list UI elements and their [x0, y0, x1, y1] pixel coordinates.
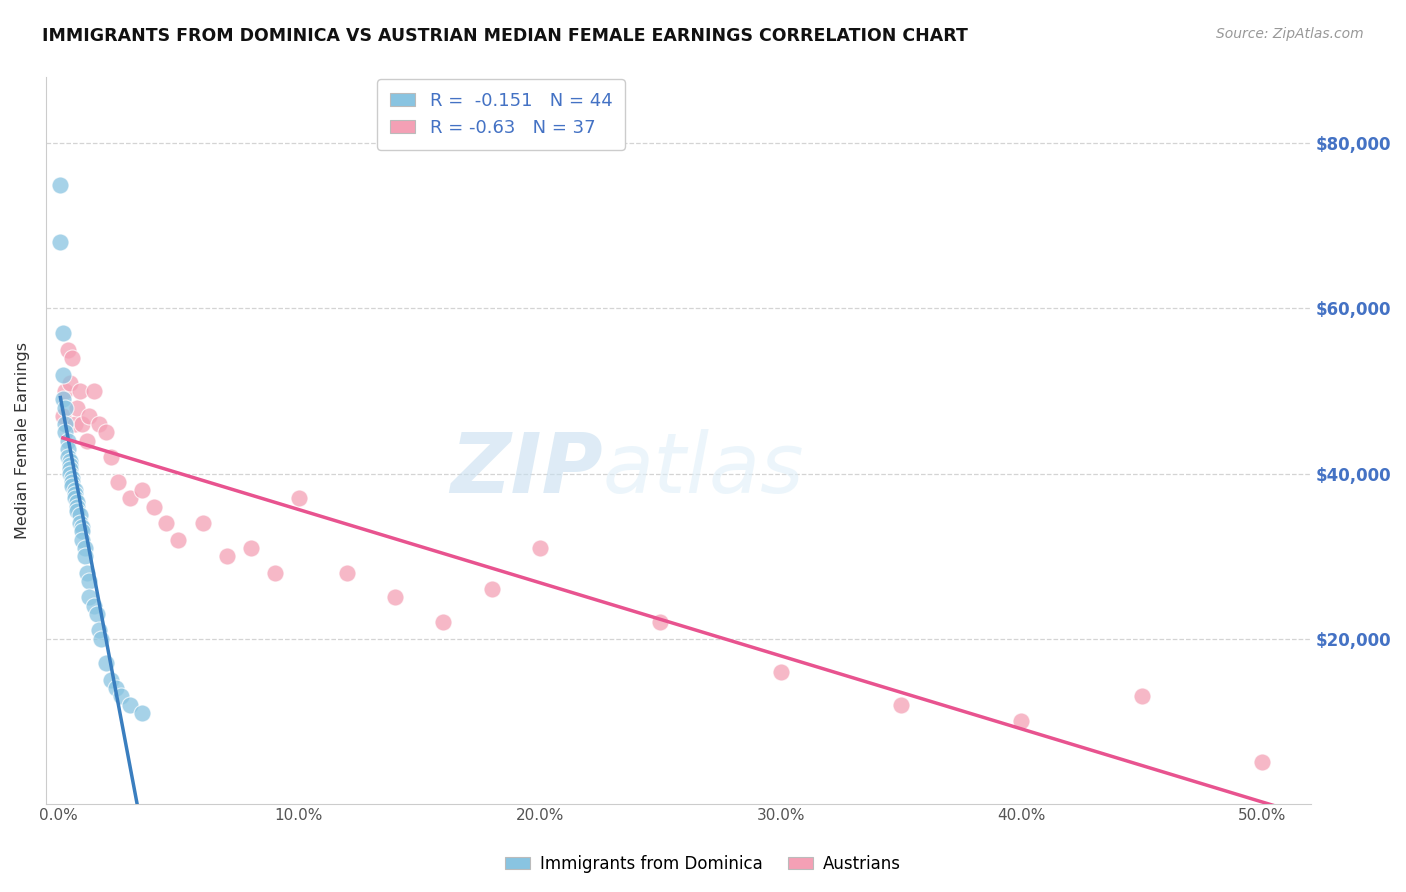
Point — [650, 615, 672, 629]
Point — [59, 376, 82, 390]
Point — [59, 458, 82, 473]
Point — [56, 442, 79, 456]
Point — [56, 450, 79, 464]
Text: Source: ZipAtlas.com: Source: ZipAtlas.com — [1216, 27, 1364, 41]
Point — [70, 524, 93, 539]
Point — [96, 425, 118, 440]
Point — [63, 417, 86, 431]
Point — [120, 491, 142, 506]
Point — [131, 483, 153, 497]
Point — [90, 632, 112, 646]
Point — [62, 479, 84, 493]
Point — [70, 417, 93, 431]
Point — [336, 566, 359, 580]
Point — [384, 591, 406, 605]
Point — [86, 607, 108, 621]
Point — [155, 516, 177, 530]
Point — [62, 470, 84, 484]
Point — [73, 549, 96, 563]
Point — [239, 541, 262, 555]
Point — [107, 475, 129, 489]
Point — [49, 178, 72, 192]
Point — [53, 384, 76, 398]
Point — [100, 673, 122, 687]
Legend: Immigrants from Dominica, Austrians: Immigrants from Dominica, Austrians — [499, 848, 907, 880]
Point — [66, 500, 89, 514]
Point — [66, 401, 89, 415]
Point — [87, 417, 110, 431]
Point — [73, 541, 96, 555]
Point — [79, 409, 101, 423]
Point — [1011, 714, 1033, 728]
Point — [432, 615, 454, 629]
Point — [53, 417, 76, 431]
Point — [52, 368, 75, 382]
Point — [52, 392, 75, 407]
Point — [83, 599, 105, 613]
Point — [52, 326, 75, 341]
Legend: R =  -0.151   N = 44, R = -0.63   N = 37: R = -0.151 N = 44, R = -0.63 N = 37 — [377, 79, 626, 150]
Point — [529, 541, 551, 555]
Point — [66, 495, 89, 509]
Point — [59, 467, 82, 481]
Point — [79, 591, 101, 605]
Point — [481, 582, 503, 596]
Point — [120, 698, 142, 712]
Point — [288, 491, 311, 506]
Point — [69, 508, 91, 522]
Point — [49, 235, 72, 250]
Point — [890, 698, 912, 712]
Point — [100, 450, 122, 464]
Point — [143, 500, 166, 514]
Y-axis label: Median Female Earnings: Median Female Earnings — [15, 342, 30, 539]
Point — [63, 491, 86, 506]
Point — [59, 462, 82, 476]
Point — [83, 384, 105, 398]
Point — [104, 681, 127, 695]
Point — [52, 409, 75, 423]
Point — [62, 475, 84, 489]
Point — [62, 351, 84, 365]
Point — [76, 566, 98, 580]
Text: atlas: atlas — [602, 429, 804, 510]
Point — [87, 624, 110, 638]
Text: IMMIGRANTS FROM DOMINICA VS AUSTRIAN MEDIAN FEMALE EARNINGS CORRELATION CHART: IMMIGRANTS FROM DOMINICA VS AUSTRIAN MED… — [42, 27, 969, 45]
Point — [769, 665, 792, 679]
Point — [1130, 690, 1153, 704]
Point — [70, 533, 93, 547]
Point — [263, 566, 285, 580]
Point — [110, 690, 132, 704]
Point — [53, 425, 76, 440]
Point — [63, 487, 86, 501]
Point — [191, 516, 214, 530]
Point — [59, 454, 82, 468]
Text: ZIP: ZIP — [450, 429, 602, 510]
Point — [70, 520, 93, 534]
Point — [215, 549, 238, 563]
Point — [69, 516, 91, 530]
Point — [1251, 756, 1274, 770]
Point — [56, 434, 79, 448]
Point — [167, 533, 190, 547]
Point — [66, 504, 89, 518]
Point — [76, 434, 98, 448]
Point — [69, 384, 91, 398]
Point — [56, 343, 79, 357]
Point — [96, 657, 118, 671]
Point — [131, 706, 153, 720]
Point — [63, 483, 86, 497]
Point — [79, 574, 101, 588]
Point — [53, 401, 76, 415]
